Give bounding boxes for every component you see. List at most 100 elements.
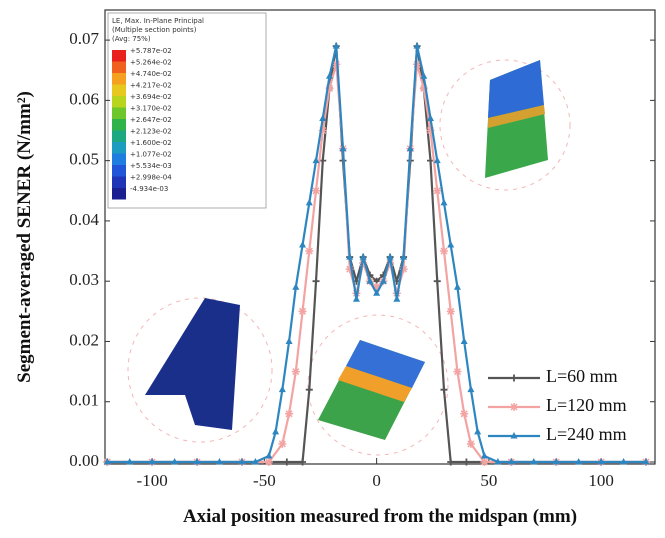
marker [433, 186, 442, 195]
marker [420, 72, 428, 79]
marker [366, 277, 374, 284]
contour-swatch [112, 107, 126, 119]
marker [171, 458, 179, 465]
marker [379, 277, 387, 284]
x-tick-label: 100 [588, 471, 614, 490]
marker [298, 307, 307, 316]
marker [126, 458, 134, 465]
marker [494, 458, 502, 465]
contour-label: +4.217e-02 [130, 82, 172, 90]
marker [299, 241, 307, 248]
marker [433, 156, 441, 164]
marker [215, 458, 223, 465]
inset-decor [127, 59, 571, 456]
legend-label: L=60 mm [546, 366, 618, 386]
x-axis-label: Axial position measured from the midspan… [183, 506, 577, 527]
marker [507, 458, 515, 465]
y-tick-label: 0.04 [69, 210, 99, 229]
marker [103, 458, 111, 465]
contour-label: +3.694e-02 [130, 93, 172, 101]
y-tick-label: 0.03 [69, 270, 99, 289]
contour-label: +2.123e-02 [130, 128, 172, 136]
contour-label: +1.600e-02 [130, 139, 172, 147]
contour-legend-title: (Avg: 75%) [112, 35, 151, 43]
contour-swatch [112, 73, 126, 85]
inset-circle [127, 297, 273, 443]
marker [291, 367, 300, 376]
marker [480, 458, 489, 466]
marker [272, 427, 280, 435]
y-axis-label: Segment-averaged SENER (N/mm²) [14, 91, 35, 383]
legend-marker [510, 374, 518, 382]
contour-swatch [112, 130, 126, 142]
marker [285, 337, 293, 344]
contour-legend-title: LE, Max. In-Plane Principal [112, 17, 204, 25]
inset-model [488, 105, 545, 128]
contour-swatch [112, 142, 126, 154]
marker [305, 386, 313, 394]
x-tick-label: -50 [253, 471, 276, 490]
marker [352, 295, 360, 302]
contour-label: +3.170e-02 [130, 105, 172, 113]
contour-label: +2.998e-04 [130, 174, 172, 182]
contour-label: +5.787e-02 [130, 47, 172, 55]
marker [332, 42, 340, 49]
contour-swatch [112, 84, 126, 96]
marker [305, 198, 313, 206]
inset-model [488, 60, 544, 118]
marker [312, 156, 320, 164]
inset-circle [439, 59, 571, 191]
marker [446, 307, 455, 316]
contour-label: -4.934e-03 [130, 185, 168, 193]
marker [318, 126, 327, 135]
legend-marker [510, 432, 518, 439]
marker [265, 451, 273, 459]
marker [345, 265, 354, 274]
marker [193, 458, 201, 465]
marker [238, 458, 246, 465]
marker [264, 458, 273, 466]
marker [332, 60, 341, 69]
marker [399, 265, 408, 274]
contour-swatch [112, 119, 126, 131]
legend-label: L=240 mm [546, 424, 627, 444]
marker [467, 385, 475, 393]
contour-swatch [112, 153, 126, 165]
marker [413, 42, 421, 49]
marker [419, 84, 428, 93]
marker [642, 458, 650, 465]
marker [530, 458, 538, 465]
marker [359, 253, 367, 260]
marker [406, 144, 414, 152]
marker [285, 409, 294, 418]
contour-label: +1.077e-02 [130, 151, 172, 159]
y-tick-label: 0.01 [69, 391, 99, 410]
marker [283, 458, 291, 466]
marker [480, 451, 488, 459]
marker [148, 458, 156, 465]
marker [325, 84, 334, 93]
marker [292, 283, 300, 290]
contour-swatch [112, 50, 126, 62]
x-tick-label: 50 [480, 471, 497, 490]
marker [426, 126, 435, 135]
marker [447, 458, 455, 466]
marker [552, 458, 560, 465]
contour-label: +5.264e-02 [130, 59, 172, 67]
legend-marker [510, 403, 518, 411]
marker [346, 253, 354, 260]
marker [433, 277, 441, 285]
marker [427, 114, 435, 121]
marker [575, 458, 583, 465]
contour-legend: LE, Max. In-Plane Principal(Multiple sec… [107, 12, 267, 209]
marker [373, 289, 381, 296]
marker [447, 241, 455, 248]
marker [440, 198, 448, 206]
contour-legend-box [107, 12, 267, 209]
marker [312, 186, 321, 195]
legend-label: L=120 mm [546, 395, 627, 415]
y-tick-label: 0.02 [69, 330, 99, 349]
contour-label: +4.740e-02 [130, 70, 172, 78]
marker [319, 114, 327, 121]
